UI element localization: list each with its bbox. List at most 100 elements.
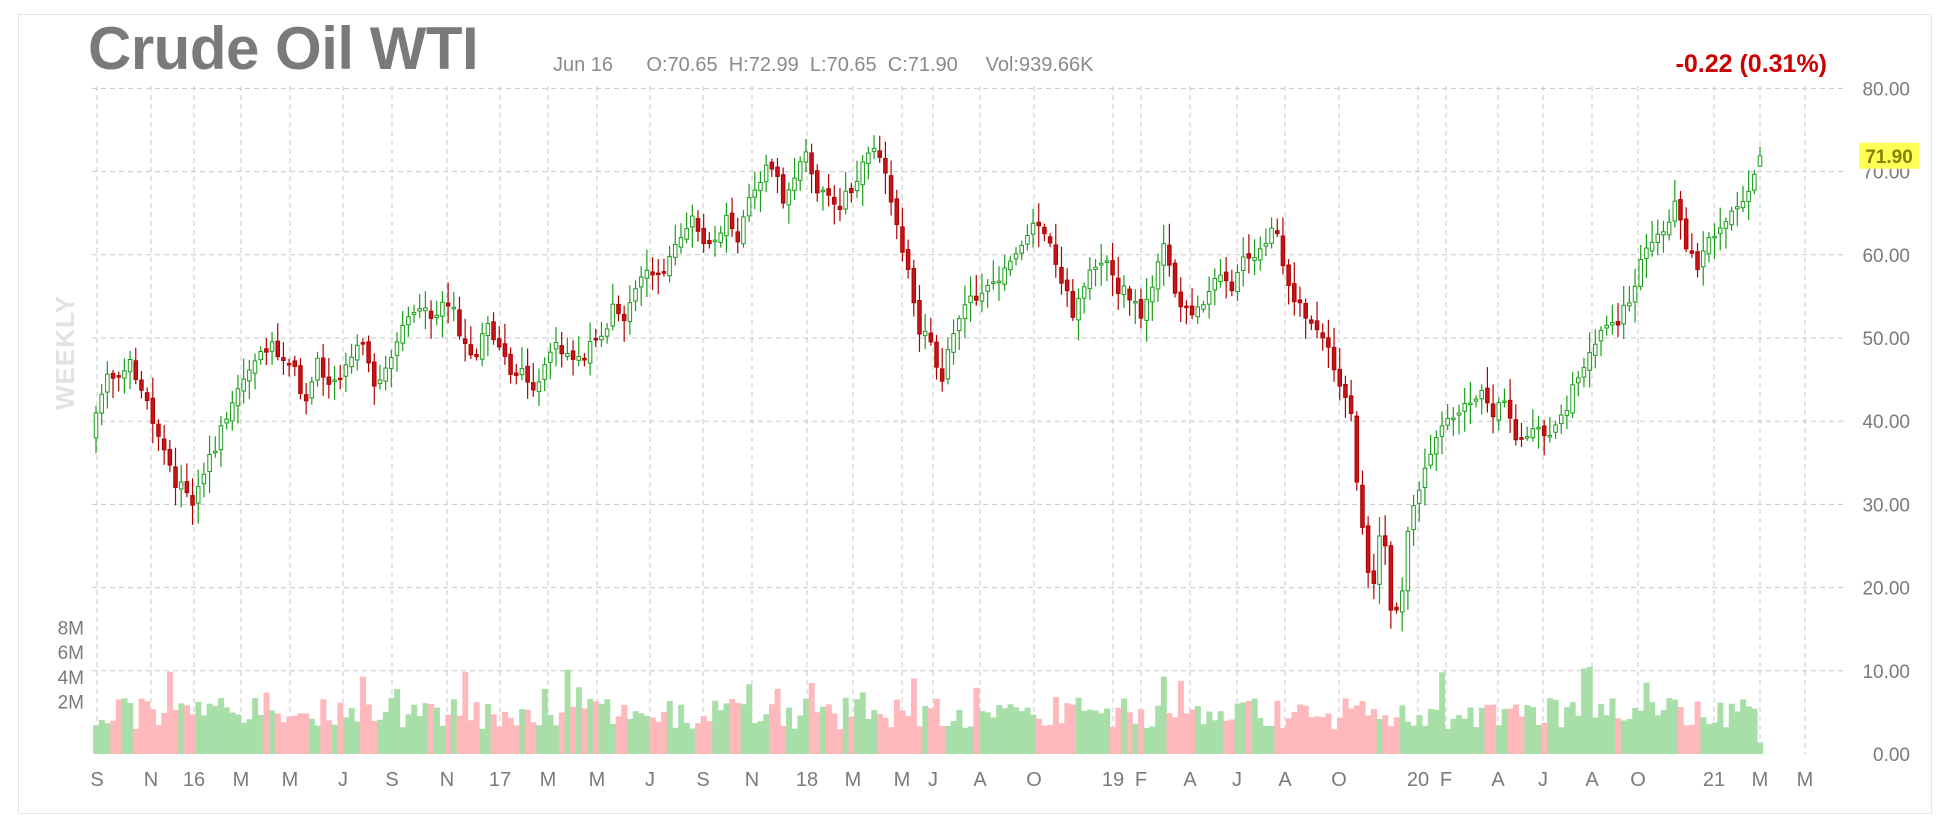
x-tick-label: F (1135, 769, 1147, 791)
volume-bar (1234, 703, 1241, 754)
candle-down (939, 368, 945, 382)
volume-bar (706, 721, 713, 754)
volume-bar (1263, 725, 1270, 754)
last-price-box (1859, 142, 1919, 169)
candle-up (553, 342, 559, 350)
volume-bar (479, 728, 486, 754)
volume-bar (973, 687, 980, 754)
volume-bar (979, 711, 986, 754)
candle-up (962, 304, 968, 320)
volume-bar (1166, 713, 1173, 754)
volume-bar (1586, 666, 1593, 754)
volume-bar (411, 704, 418, 754)
candle-up (1473, 398, 1479, 402)
volume-bar (1018, 711, 1025, 754)
volume-bar (377, 719, 384, 754)
volume-bar (502, 711, 509, 754)
candle-up (93, 412, 99, 439)
volume-bar (933, 698, 940, 754)
volume-bar (269, 710, 276, 754)
volume-bar (394, 689, 401, 754)
candle-down (928, 332, 934, 343)
volume-bar (655, 721, 662, 754)
candle-down (883, 157, 888, 174)
candle-up (1735, 206, 1740, 210)
volume-bar (791, 728, 798, 754)
volume-bar (1609, 698, 1616, 754)
candle-down (292, 360, 298, 367)
candle-up (587, 341, 593, 364)
volume-bar (1422, 725, 1429, 754)
volume-bar (1388, 726, 1394, 754)
volume-bar (121, 698, 128, 754)
volume-bar (326, 720, 332, 754)
volume-bar (1598, 703, 1605, 754)
volume-bar (1087, 709, 1093, 754)
candle-up (315, 357, 320, 381)
candle-up (1405, 530, 1411, 592)
candle-up (678, 237, 684, 248)
candle-down (650, 271, 655, 276)
candle-up (627, 302, 633, 322)
volume-bar (1558, 727, 1565, 754)
candle-down (1292, 283, 1297, 303)
volume-bar (1280, 728, 1287, 754)
volume-bar (246, 719, 253, 754)
volume-bar (1581, 668, 1588, 754)
chart-title: Crude Oil WTI (88, 15, 479, 82)
candle-up (644, 269, 650, 279)
candle-up (1428, 453, 1433, 466)
x-tick-label: S (696, 769, 709, 791)
x-tick-label: A (973, 769, 987, 791)
y-tick-label: 50.00 (1862, 329, 1910, 350)
candle-up (252, 360, 258, 374)
candle-up (247, 369, 252, 382)
volume-bar (1444, 728, 1451, 754)
volume-bar (195, 701, 202, 754)
x-tick-label: F (1440, 769, 1452, 791)
volume-bar (1160, 676, 1167, 754)
candle-up (207, 453, 212, 473)
volume-bar (1104, 708, 1111, 754)
volume-bar (1711, 722, 1718, 754)
volume-bar (803, 698, 810, 754)
y-tick-label: 30.00 (1862, 495, 1910, 516)
candle-down (116, 375, 121, 378)
volume-bar (780, 725, 787, 754)
volume-bar (1467, 707, 1474, 754)
volume-bar (558, 712, 565, 754)
candle-up (1144, 298, 1149, 321)
candle-up (968, 295, 973, 303)
volume-bar (1484, 705, 1491, 754)
volume-bar (928, 708, 934, 754)
candle-up (1093, 266, 1098, 270)
volume-bar (1524, 705, 1531, 754)
volume-bar (729, 698, 736, 754)
volume-bar (1081, 710, 1088, 754)
volume-bar (206, 703, 213, 754)
volume-bar (1473, 727, 1480, 754)
ohlc-low: L:70.65 (809, 54, 877, 76)
volume-bar (1035, 718, 1042, 754)
candle-down (156, 423, 161, 437)
volume-bar (1013, 707, 1020, 754)
candle-up (746, 197, 752, 217)
volume-bar (547, 714, 554, 754)
x-tick-label: 17 (489, 769, 511, 791)
candle-up (604, 328, 610, 337)
ohlc-high: H:72.99 (728, 54, 799, 76)
candle-down (1519, 437, 1524, 440)
y-tick-label: 20.00 (1862, 579, 1910, 600)
volume-bar (1189, 709, 1196, 754)
volume-bar (104, 723, 111, 754)
x-tick-label: 21 (1703, 769, 1725, 791)
volume-bar (536, 725, 543, 754)
candle-up (1422, 467, 1428, 489)
candle-down (655, 272, 661, 276)
candle-down (1047, 236, 1053, 244)
candle-down (1683, 218, 1689, 250)
candle-up (991, 281, 996, 284)
volume-bar (1132, 723, 1139, 754)
candle-up (690, 215, 695, 228)
